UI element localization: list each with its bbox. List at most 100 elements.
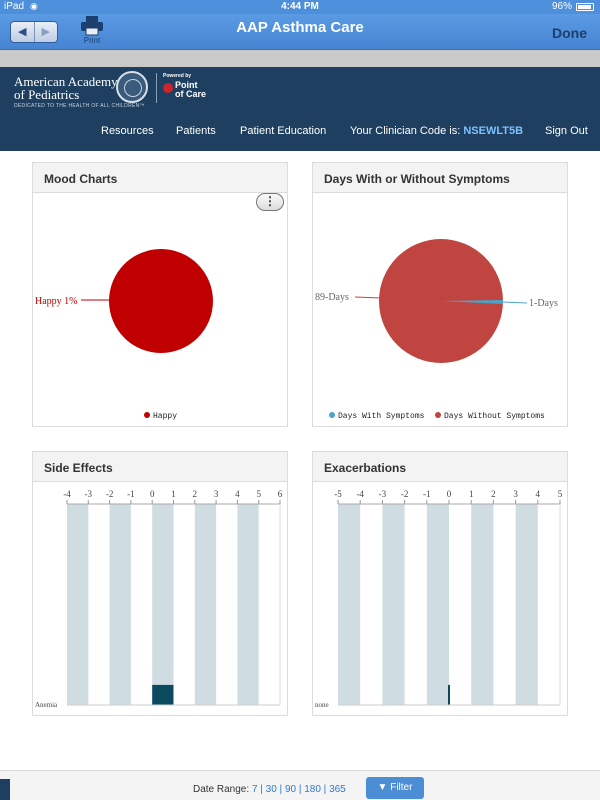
range-link-180[interactable]: 180: [304, 784, 321, 795]
days-pie-chart: 89-Days 1-Days Days With Symptoms Days W…: [315, 239, 558, 421]
x-tick-label: -2: [401, 489, 409, 499]
menu-patients[interactable]: Patients: [176, 125, 216, 137]
poc-mark: Point of Care: [163, 81, 210, 99]
bar-column-4: [515, 504, 538, 705]
exacerbations-bar-chart: -5 -4 -3 -2 -1 0 1 2 3 4 5 none: [315, 489, 563, 709]
bar-column-3: [194, 504, 217, 705]
legend-label-with-symptoms: Days With Symptoms: [338, 412, 425, 421]
poc-line-1: Point: [175, 80, 198, 90]
toolbar-separator: [0, 50, 600, 67]
x-tick-label: -1: [423, 489, 431, 499]
clinician-code-label: Your Clinician Code is: NSEWLT5B: [350, 125, 523, 137]
wifi-icon: ◉: [30, 1, 38, 11]
aap-seal-icon: [116, 71, 148, 103]
chart-menu-button[interactable]: ⋮: [256, 193, 284, 211]
x-tick-label: 5: [256, 489, 261, 499]
bar-column-3: [471, 504, 494, 705]
powered-by-label: Powered by: [163, 73, 192, 79]
app-title: AAP Asthma Care: [236, 19, 364, 36]
filter-button[interactable]: ▼ Filter: [366, 777, 424, 799]
panel-title: Side Effects: [33, 452, 287, 482]
pie-slice-days-with-symptoms: [441, 300, 504, 304]
range-link-30[interactable]: 30: [265, 784, 277, 795]
print-button[interactable]: Print: [78, 16, 106, 48]
bar-column-2: [426, 504, 449, 705]
x-tick-label: 0: [150, 489, 155, 499]
battery-icon: [576, 3, 594, 11]
funnel-icon: ▼: [377, 782, 388, 793]
back-arrow-icon[interactable]: ◀: [18, 26, 27, 38]
x-tick-label: 6: [278, 489, 283, 499]
x-tick-label: 1: [171, 489, 176, 499]
x-tick-label: -1: [127, 489, 134, 499]
mood-charts-panel: Mood Charts ⋮ Happy 1% Happy: [32, 162, 288, 427]
x-tick-label: 5: [558, 489, 563, 499]
slice-label-connector-89: [354, 296, 382, 299]
poc-dot-icon: [163, 83, 173, 93]
x-tick-label: 4: [235, 489, 240, 499]
y-category-label: Anemia: [35, 701, 58, 709]
clinician-code-text: Your Clinician Code is:: [350, 125, 461, 137]
back-forward-control: ◀ ▶: [10, 21, 58, 43]
date-range-control: Date Range: 7 | 30 | 90 | 180 | 365: [193, 784, 346, 795]
x-tick-label: 0: [447, 489, 452, 499]
carrier-label: iPad: [4, 1, 25, 12]
bar-column-1: [109, 504, 131, 705]
app-nav-bar: ◀ ▶ Print AAP Asthma Care Done: [0, 14, 600, 50]
logo-line-1: American Academy: [14, 74, 118, 89]
side-drawer-tab[interactable]: [0, 779, 10, 800]
exacerbations-panel: Exacerbations -5 -4 -3 -2 -1 0 1 2 3 4 5 none: [312, 451, 568, 716]
slice-label-1-days: 1-Days: [529, 298, 558, 309]
range-link-7[interactable]: 7: [251, 784, 258, 795]
done-button[interactable]: Done: [552, 25, 587, 41]
x-tick-label: 4: [536, 489, 541, 499]
data-bar-0: [152, 684, 174, 705]
days-symptoms-panel: Days With or Without Symptoms 89-Days 1-…: [312, 162, 568, 427]
date-range-label: Date Range:: [193, 784, 250, 795]
legend-swatch-happy: [144, 412, 150, 418]
logo-line-2: of Pediatrics: [14, 87, 80, 102]
menu-sign-out[interactable]: Sign Out: [545, 125, 588, 137]
bar-column-4: [237, 504, 259, 705]
side-effects-panel: Side Effects -4 -3 -2 -1 0 1 2 3 4 5 6 Anemia: [32, 451, 288, 716]
x-tick-label: 3: [214, 489, 219, 499]
slice-label-89-days: 89-Days: [315, 292, 349, 303]
print-label: Print: [83, 36, 101, 45]
bar-column-0: [67, 504, 89, 705]
forward-arrow-icon[interactable]: ▶: [33, 22, 58, 42]
point-of-care-logo: Powered by Point of Care: [156, 73, 210, 103]
battery-percent: 96%: [551, 1, 572, 12]
range-link-365[interactable]: 365: [329, 784, 346, 795]
x-tick-label: -2: [106, 489, 114, 499]
x-tick-label: 1: [469, 489, 474, 499]
panel-title: Days With or Without Symptoms: [313, 163, 567, 193]
panel-title: Exacerbations: [313, 452, 567, 482]
bar-column-2: [152, 504, 174, 705]
menu-patient-education[interactable]: Patient Education: [240, 125, 327, 137]
poc-line-2: of Care: [175, 89, 207, 99]
x-tick-label: -3: [379, 489, 387, 499]
mood-pie-chart: Happy 1% Happy: [35, 249, 213, 421]
pie-slice-happy: [109, 249, 213, 353]
slice-label-connector-1: [502, 301, 528, 304]
y-category-label: none: [315, 701, 329, 709]
logo-tagline: DEDICATED TO THE HEALTH OF ALL CHILDREN™: [14, 103, 145, 109]
clinician-code-value: NSEWLT5B: [463, 125, 524, 137]
site-header: American Academy of Pediatrics DEDICATED…: [0, 67, 600, 151]
x-tick-label: 3: [513, 489, 518, 499]
printer-icon: [81, 16, 103, 36]
slice-label-happy: Happy 1%: [35, 296, 78, 307]
aap-logo[interactable]: American Academy of Pediatrics: [14, 75, 118, 101]
x-tick-label: -5: [334, 489, 342, 499]
x-tick-label: -4: [63, 489, 71, 499]
menu-resources[interactable]: Resources: [101, 125, 154, 137]
legend-swatch-with-symptoms: [329, 412, 335, 418]
range-link-90[interactable]: 90: [284, 784, 297, 795]
bar-column-0: [338, 504, 361, 705]
status-bar: iPad ◉ 4:44 PM 96%: [0, 0, 600, 14]
x-tick-label: -4: [356, 489, 364, 499]
bar-column-1: [382, 504, 405, 705]
panel-title: Mood Charts: [33, 163, 287, 193]
legend-label-happy: Happy: [153, 412, 177, 421]
clock: 4:44 PM: [281, 1, 319, 12]
